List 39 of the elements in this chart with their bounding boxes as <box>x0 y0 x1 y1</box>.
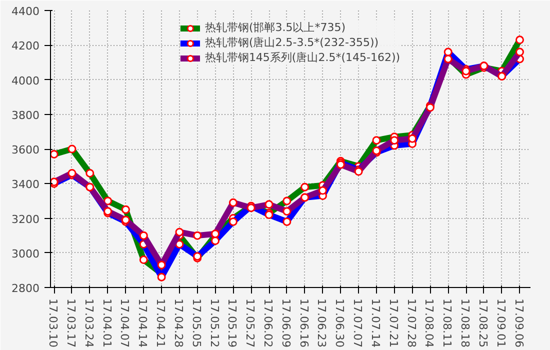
x-tick-label: 17.09.01 <box>494 298 508 348</box>
x-tick-label: 17.08.04 <box>422 298 436 348</box>
x-tick-label: 17.04.01 <box>100 298 114 348</box>
y-tick-label: 3800 <box>12 108 40 122</box>
x-tick-label: 17.09.06 <box>512 298 526 348</box>
x-tick-label: 17.05.19 <box>226 298 239 348</box>
y-tick-label: 3200 <box>12 212 40 226</box>
y-tick-label: 4400 <box>12 5 40 18</box>
x-tick-label: 17.05.05 <box>190 298 203 348</box>
x-tick-label: 17.08.25 <box>476 298 490 348</box>
x-tick-label: 17.05.12 <box>208 298 221 348</box>
legend-label: 热轧带钢145系列(唐山2.5*(145-162)) <box>204 50 400 65</box>
x-tick-label: 17.04.14 <box>136 298 150 348</box>
y-tick-label: 3400 <box>12 178 40 192</box>
x-tick-label: 17.03.17 <box>64 298 78 348</box>
x-tick-label: 17.07.07 <box>351 298 364 348</box>
legend-label: 热轧带钢(邯郸3.5以上*735) <box>204 20 346 35</box>
x-tick-label: 17.07.28 <box>404 298 418 348</box>
x-tick-label: 17.08.18 <box>458 298 472 348</box>
x-tick-label: 17.08.11 <box>440 298 454 348</box>
x-tick-label: 17.06.16 <box>297 298 310 348</box>
x-tick-label: 17.06.23 <box>315 298 328 348</box>
legend-label: 热轧带钢(唐山2.5-3.5*(232-355)) <box>204 35 379 50</box>
y-tick-label: 4200 <box>12 40 40 53</box>
y-tick-label: 4000 <box>12 74 40 88</box>
y-tick-label: 3000 <box>12 247 40 260</box>
x-tick-label: 17.03.10 <box>46 298 60 348</box>
y-tick-label: 3600 <box>12 144 40 156</box>
x-tick-label: 17.06.09 <box>279 298 292 348</box>
y-tick-label: 2800 <box>12 282 40 295</box>
x-tick-label: 17.07.21 <box>386 298 400 348</box>
x-tick-label: 17.03.24 <box>82 298 96 348</box>
x-tick-label: 17.04.28 <box>172 298 185 348</box>
x-tick-label: 17.04.21 <box>154 298 168 348</box>
x-tick-label: 17.06.30 <box>333 298 346 348</box>
x-tick-label: 17.07.14 <box>368 298 382 348</box>
x-tick-label: 17.05.27 <box>244 298 257 348</box>
x-tick-label: 17.06.02 <box>262 298 275 348</box>
x-tick-label: 17.04.07 <box>118 298 132 348</box>
